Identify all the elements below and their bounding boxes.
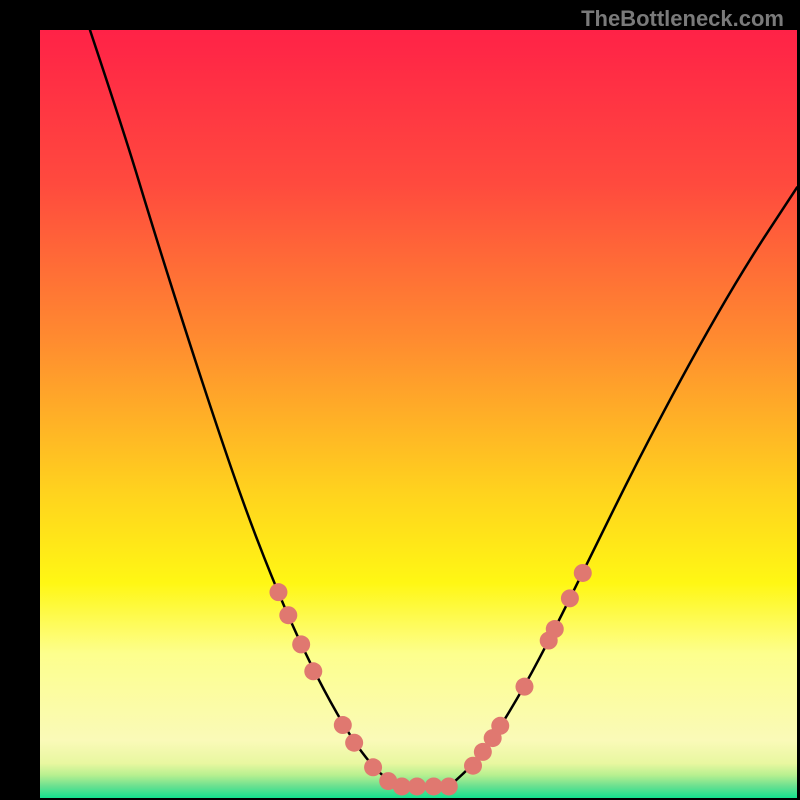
data-marker	[515, 678, 533, 696]
plot-area	[40, 30, 797, 798]
data-marker	[304, 662, 322, 680]
data-marker	[561, 589, 579, 607]
data-marker	[546, 620, 564, 638]
data-marker	[334, 716, 352, 734]
data-marker	[491, 717, 509, 735]
data-marker	[408, 777, 426, 795]
gradient-background	[40, 30, 797, 798]
watermark-text: TheBottleneck.com	[581, 6, 784, 32]
plot-svg	[40, 30, 797, 798]
data-marker	[279, 606, 297, 624]
chart-container: TheBottleneck.com	[0, 0, 800, 800]
data-marker	[364, 758, 382, 776]
data-marker	[292, 635, 310, 653]
data-marker	[269, 583, 287, 601]
data-marker	[345, 734, 363, 752]
data-marker	[440, 777, 458, 795]
data-marker	[574, 564, 592, 582]
